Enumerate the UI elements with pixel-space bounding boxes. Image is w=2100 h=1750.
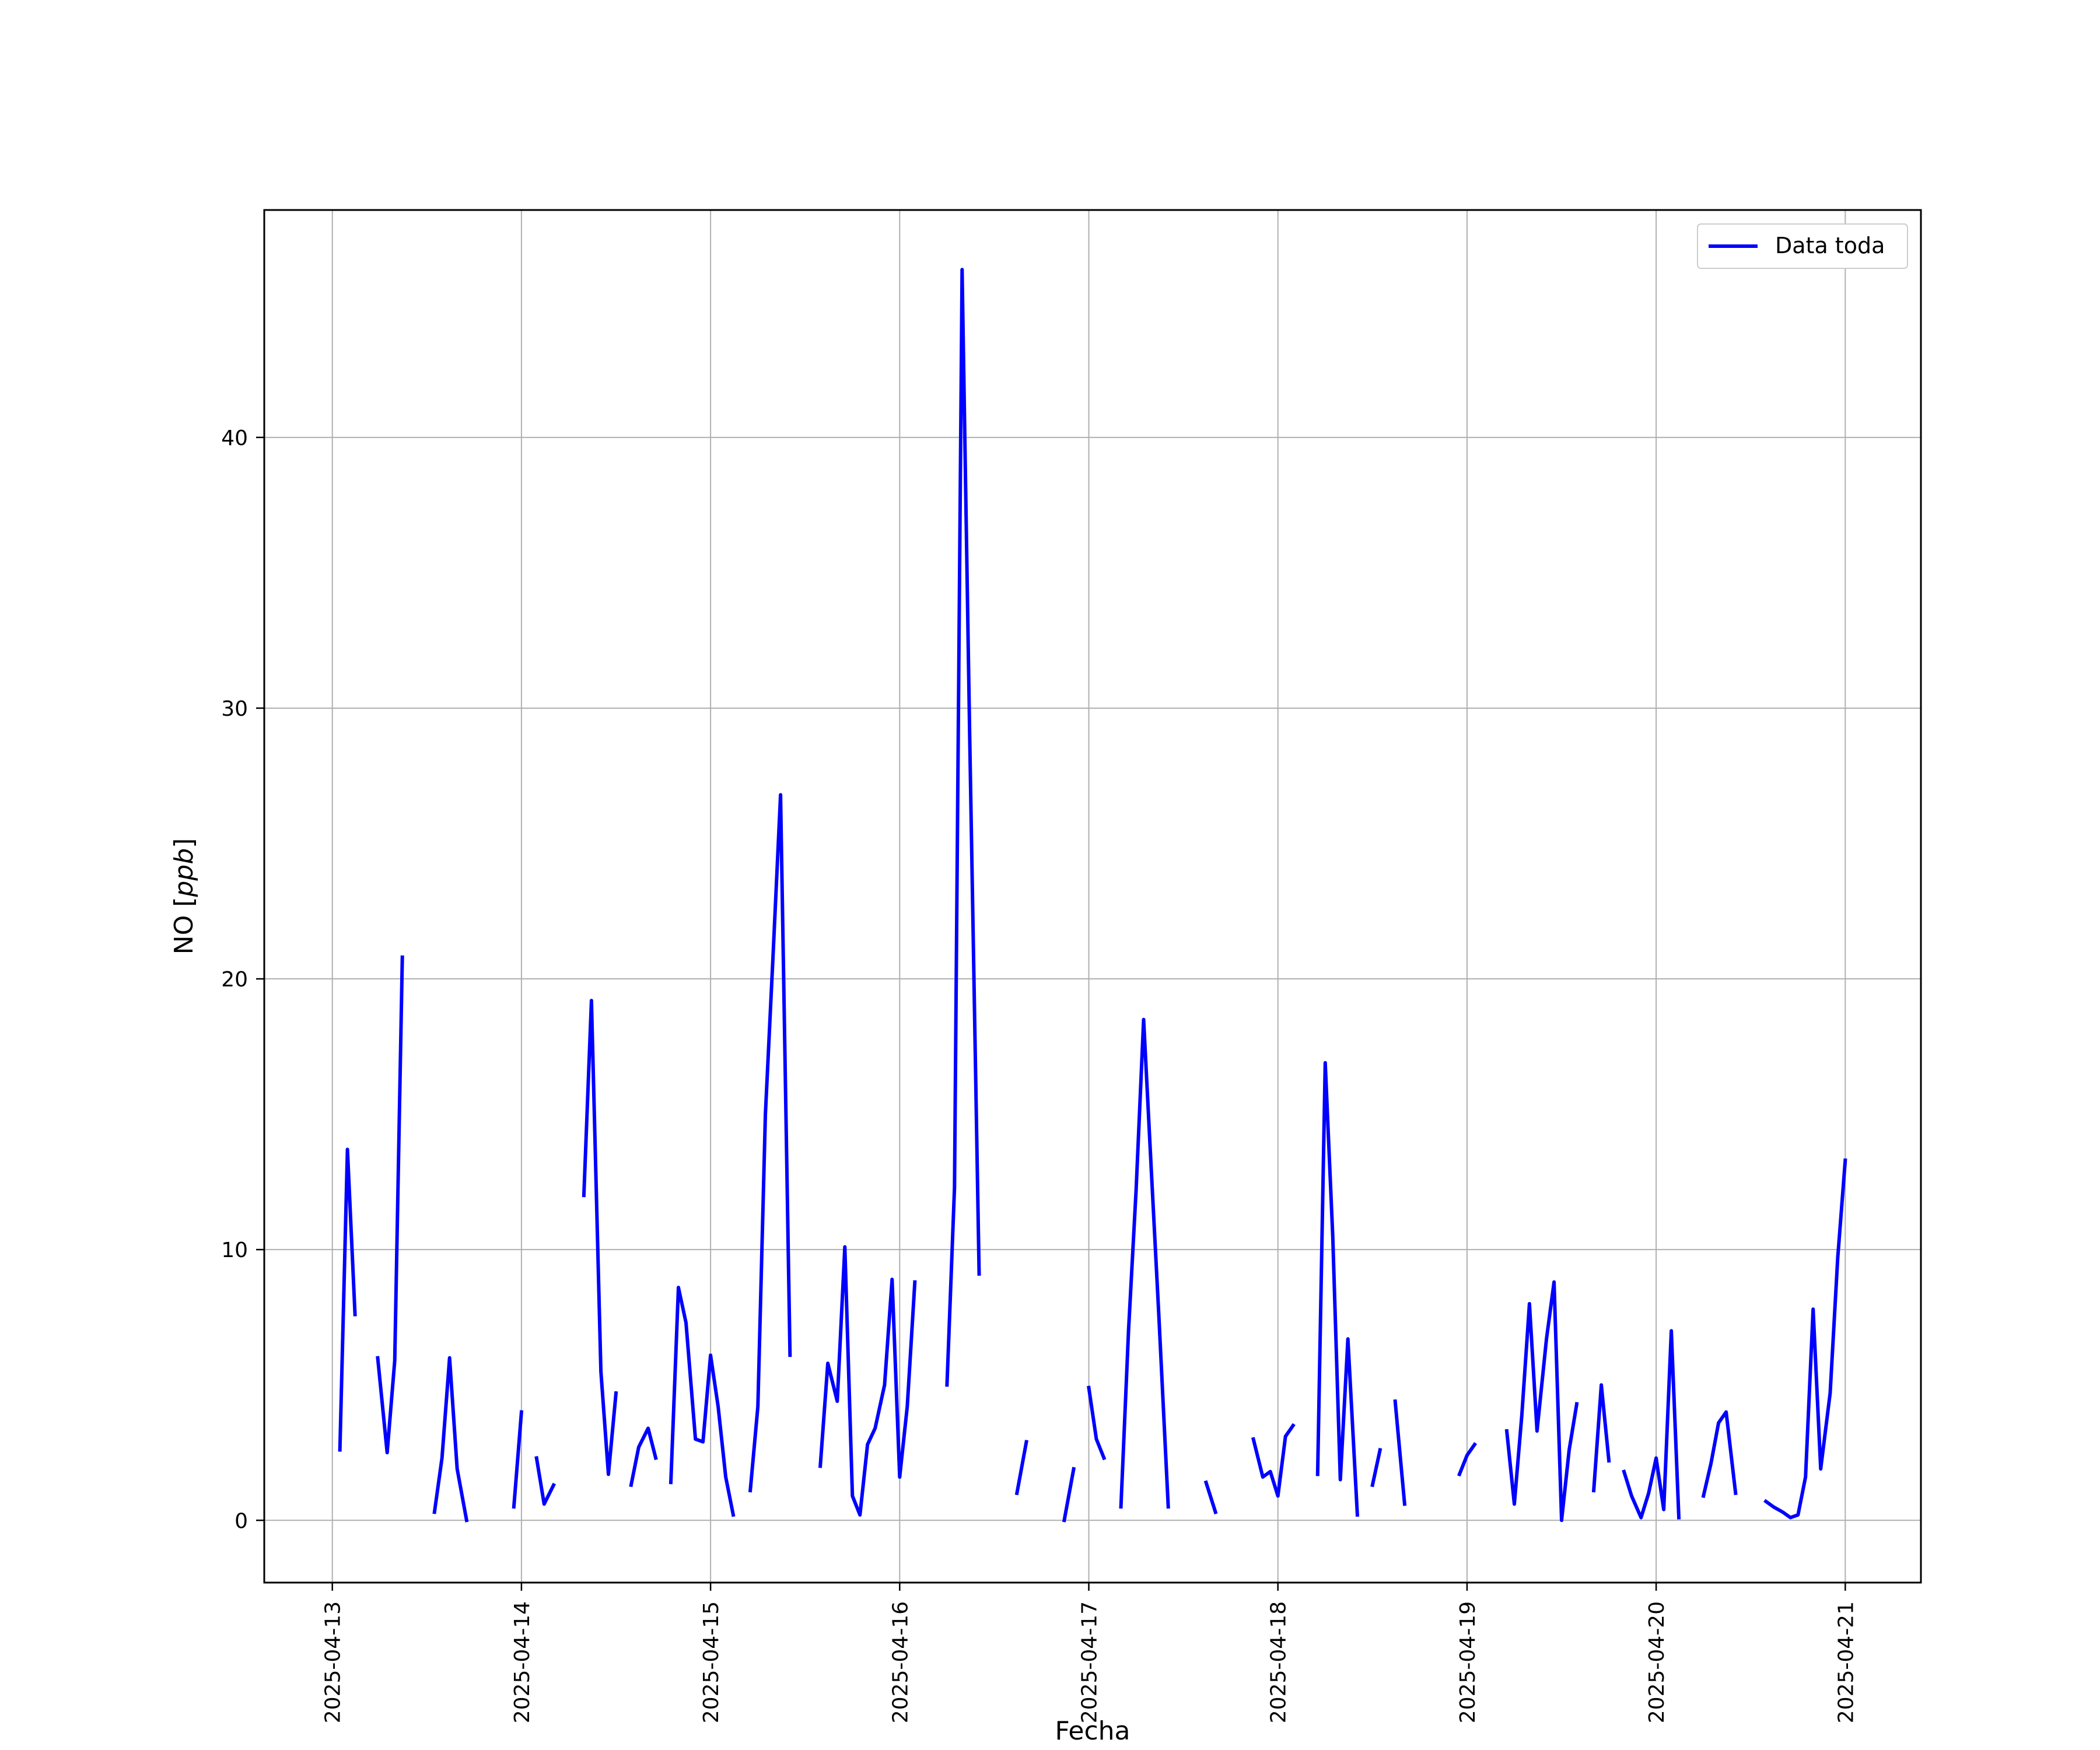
plot-frame bbox=[263, 209, 1922, 1584]
series-line-segment-0-17 bbox=[1315, 1060, 1360, 1517]
series-line-segment-0-25 bbox=[1701, 1410, 1738, 1499]
x-tick-label: 2025-04-14 bbox=[510, 1601, 534, 1723]
series-line-segment-0-0 bbox=[338, 1147, 357, 1452]
series-line-segment-0-1 bbox=[376, 955, 404, 1455]
legend-label-data-toda: Data toda bbox=[1775, 233, 1885, 258]
x-tick-label: 2025-04-18 bbox=[1267, 1601, 1291, 1723]
x-tick-label: 2025-04-17 bbox=[1078, 1601, 1102, 1723]
series-line-segment-0-24 bbox=[1622, 1329, 1681, 1520]
series-line-segment-0-22 bbox=[1504, 1280, 1579, 1522]
x-tick-label: 2025-04-21 bbox=[1834, 1601, 1858, 1723]
y-axis-label-main: NO [ bbox=[169, 897, 199, 955]
series-line-segment-0-9 bbox=[818, 1245, 917, 1517]
x-tick-label: 2025-04-15 bbox=[699, 1601, 723, 1723]
y-axis-ticks: 0 10 20 30 40 bbox=[221, 426, 264, 1533]
x-axis-ticks: 2025-04-13 2025-04-14 2025-04-15 2025-04-16… bbox=[321, 1583, 1858, 1723]
series-line-segment-0-11 bbox=[1014, 1440, 1028, 1496]
legend-box bbox=[1697, 223, 1908, 269]
series-line-segment-0-15 bbox=[1203, 1480, 1218, 1515]
x-tick-label: 2025-04-16 bbox=[888, 1601, 912, 1723]
series-line-segment-0-7 bbox=[668, 1286, 736, 1517]
y-tick-label: 0 bbox=[235, 1509, 248, 1533]
series-line-segment-0-8 bbox=[748, 793, 792, 1493]
series-line-segment-0-21 bbox=[1457, 1442, 1478, 1477]
y-tick-label: 30 bbox=[221, 697, 248, 721]
series-line-segment-0-16 bbox=[1251, 1423, 1296, 1498]
series-line-segment-0-12 bbox=[1062, 1466, 1076, 1522]
series-line-segment-0-14 bbox=[1119, 1017, 1170, 1509]
y-axis-label-end: ] bbox=[169, 838, 199, 848]
grid-lines bbox=[264, 210, 1921, 1583]
series-line-segment-0-19 bbox=[1393, 1399, 1407, 1506]
series-line-segment-0-18 bbox=[1370, 1448, 1382, 1488]
series-line-segment-0-6 bbox=[629, 1426, 658, 1488]
series-line-segment-0-4 bbox=[534, 1456, 556, 1506]
legend: Data toda bbox=[1697, 223, 1908, 269]
x-tick-label: 2025-04-20 bbox=[1645, 1601, 1669, 1723]
y-axis-label-unit: ppb bbox=[169, 848, 199, 898]
y-tick-label: 10 bbox=[221, 1238, 248, 1262]
series-line-segment-0-26 bbox=[1763, 1158, 1847, 1520]
series-line-segment-0-10 bbox=[945, 268, 981, 1387]
x-axis-label: Fecha bbox=[1055, 1716, 1130, 1746]
x-tick-label: 2025-04-13 bbox=[321, 1601, 345, 1723]
y-tick-label: 40 bbox=[221, 426, 248, 450]
series-line-segment-0-23 bbox=[1591, 1383, 1611, 1493]
series-line-segment-0-2 bbox=[432, 1356, 469, 1522]
series-line-segment-0-5 bbox=[582, 999, 618, 1476]
data-series bbox=[338, 268, 1847, 1522]
series-line-segment-0-13 bbox=[1087, 1385, 1107, 1461]
series-line-segment-0-3 bbox=[512, 1410, 524, 1509]
y-tick-label: 20 bbox=[221, 968, 248, 992]
y-axis-label: NO [ppb] bbox=[169, 838, 199, 955]
x-tick-label: 2025-04-19 bbox=[1456, 1601, 1480, 1723]
